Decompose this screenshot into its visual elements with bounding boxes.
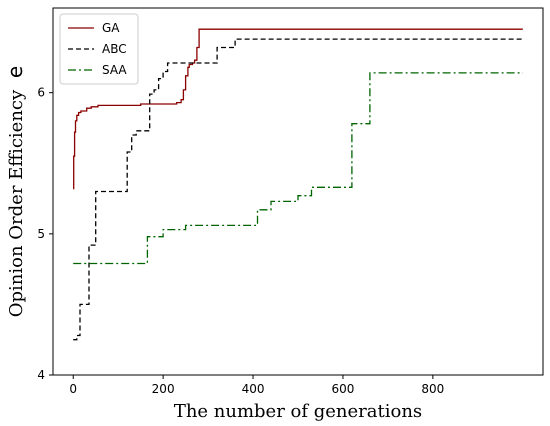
x-tick-label: 800 — [421, 382, 444, 396]
x-axis-label: The number of generations — [174, 401, 422, 422]
legend-label-ga: GA — [102, 21, 120, 35]
series-line-ga — [73, 28, 523, 190]
x-tick-label: 400 — [242, 382, 265, 396]
legend: GA ABC SAA — [59, 13, 139, 85]
y-axis-ticks: 4 5 6 — [37, 86, 53, 382]
y-tick-label: 5 — [37, 227, 45, 241]
plot-area-frame — [52, 7, 544, 376]
y-axis-label-symbol: e — [3, 66, 27, 78]
x-tick-label: 600 — [332, 382, 355, 396]
series-layer — [73, 28, 523, 341]
y-axis-label: Opinion Order Efficiency e — [3, 66, 27, 317]
y-tick-label: 6 — [37, 86, 45, 100]
legend-label-abc: ABC — [102, 42, 127, 56]
x-axis-ticks: 0 200 400 600 800 — [69, 375, 444, 396]
y-axis-label-text: Opinion Order Efficiency — [6, 89, 27, 317]
x-tick-label: 200 — [152, 382, 175, 396]
x-tick-label: 0 — [69, 382, 77, 396]
series-line-saa — [73, 72, 523, 265]
legend-box — [59, 13, 139, 85]
y-tick-label: 4 — [37, 368, 45, 382]
legend-label-saa: SAA — [102, 63, 127, 77]
series-line-abc — [73, 38, 523, 341]
